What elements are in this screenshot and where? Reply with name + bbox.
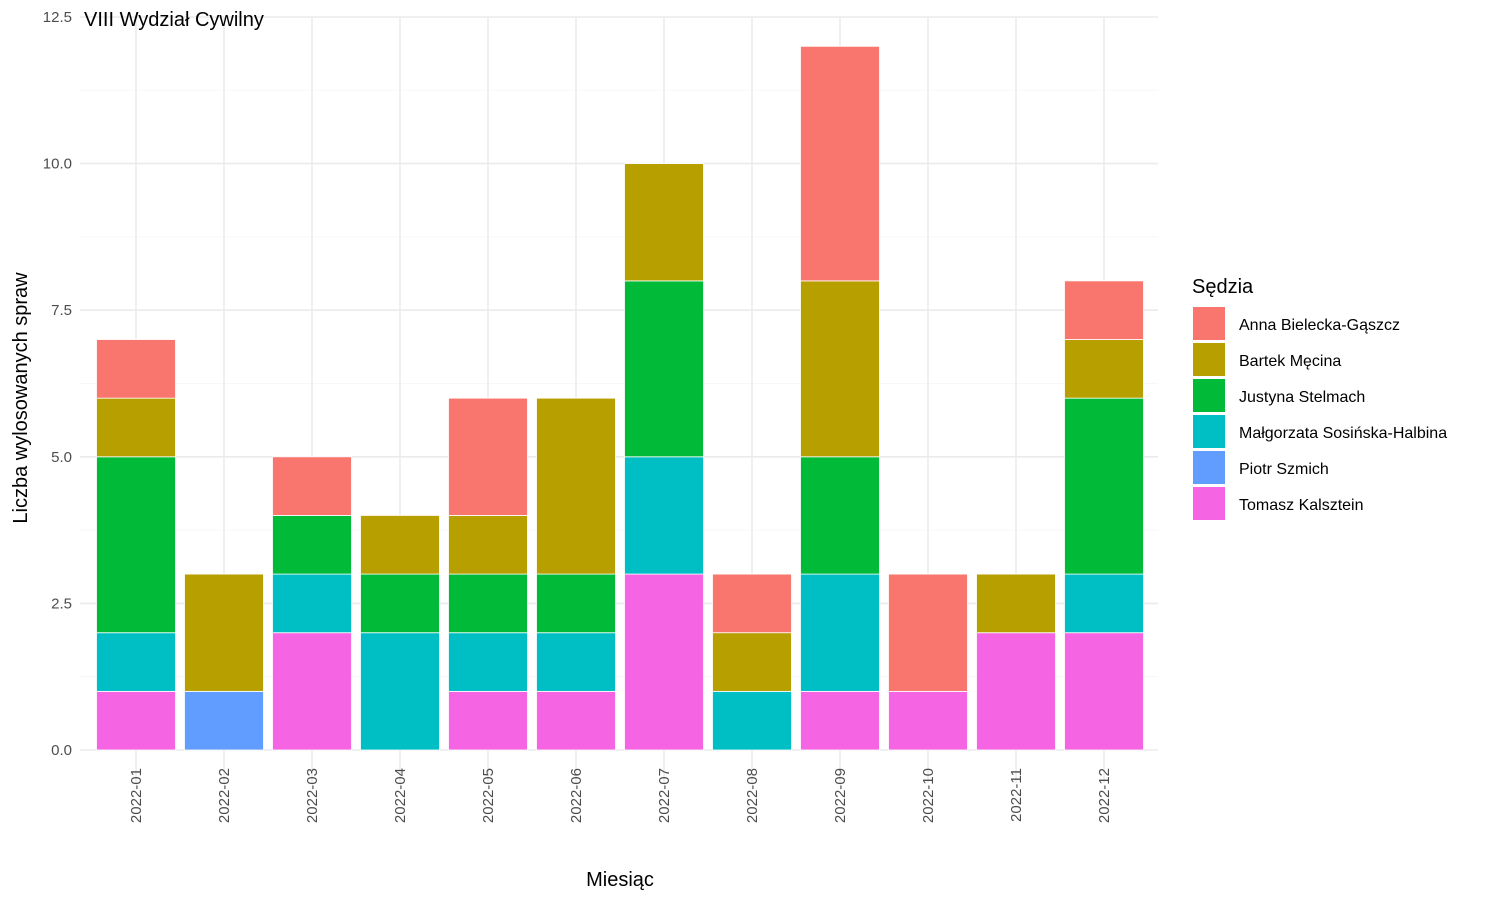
bar-segment [184,690,264,751]
plot-title: VIII Wydział Cywilny [84,9,264,31]
bar-segment [976,632,1056,751]
bar-segment [448,397,528,516]
bar-segment [272,632,352,751]
x-tick-label: 2022-06 [568,768,585,823]
bar-segment [712,690,792,751]
x-tick-label: 2022-10 [920,768,937,823]
bar-segment [800,280,880,458]
y-axis-ticks: 0.0 2.5 5.0 7.5 10.0 12.5 [43,9,72,759]
legend-label: Tomasz Kalsztein [1239,497,1364,514]
x-axis-title: Miesiąc [586,869,654,891]
bar-segment [536,397,616,575]
bar-segment [1064,573,1144,634]
x-axis-ticks: 2022-01 2022-02 2022-03 2022-04 2022-05 2022-… [128,768,1113,823]
y-tick-label: 7.5 [51,302,72,319]
legend-label: Bartek Męcina [1239,353,1341,370]
legend-label: Małgorzata Sosińska-Halbina [1239,425,1447,442]
bar-segment [800,456,880,575]
bar-segment [624,163,704,282]
bar-segment [536,573,616,634]
y-tick-label: 0.0 [51,742,72,759]
bar-segment [448,632,528,692]
bar-segment [96,339,176,399]
bar-segment [712,573,792,634]
legend-swatch [1193,487,1225,520]
bar-segment [536,632,616,692]
x-tick-label: 2022-11 [1008,768,1025,822]
x-tick-label: 2022-02 [216,768,233,823]
bar-segment [272,456,352,516]
bar-segment [96,397,176,458]
legend-swatch [1193,415,1225,448]
x-tick-label: 2022-12 [1096,768,1113,823]
bar-segment [624,573,704,751]
legend-swatch [1193,379,1225,412]
bar-segment [96,690,176,751]
bar-segment [96,632,176,692]
bar-segment [888,690,968,751]
y-tick-label: 10.0 [43,156,72,173]
legend-label: Anna Bielecka-Gąszcz [1239,317,1400,334]
x-tick-label: 2022-08 [744,768,761,823]
y-axis-title: Liczba wylosowanych spraw [10,272,32,524]
legend: Sędzia Anna Bielecka-Gąszcz Bartek Męcina… [1192,276,1447,520]
bar-segment [272,573,352,634]
bar-segment [800,573,880,692]
bar-segment [800,45,880,282]
x-tick-label: 2022-03 [304,768,321,823]
legend-swatch [1193,307,1225,340]
legend-label: Piotr Szmich [1239,461,1329,478]
y-tick-label: 2.5 [51,595,72,612]
bar-segment [624,456,704,575]
bar-segment [360,632,440,751]
bar-segment [448,573,528,634]
legend-swatch [1193,451,1225,484]
bar-segment [272,515,352,575]
bar-segment [360,515,440,575]
legend-label: Justyna Stelmach [1239,389,1365,406]
bars [96,45,1144,751]
bar-segment [976,573,1056,634]
bar-segment [888,573,968,692]
bar-segment [712,632,792,692]
bar-segment [1064,280,1144,340]
bar-segment [448,515,528,575]
x-tick-label: 2022-09 [832,768,849,823]
bar-segment [1064,339,1144,399]
x-tick-label: 2022-01 [128,768,145,823]
bar-segment [184,573,264,692]
y-tick-label: 5.0 [51,449,72,466]
bar-segment [536,690,616,751]
x-tick-label: 2022-04 [392,768,409,823]
bar-segment [1064,397,1144,575]
bar-segment [1064,632,1144,751]
bar-segment [624,280,704,458]
legend-title: Sędzia [1192,276,1254,298]
bar-segment [800,690,880,751]
x-tick-label: 2022-05 [480,768,497,823]
x-tick-label: 2022-07 [656,768,673,823]
bar-segment [96,456,176,634]
bar-segment [448,690,528,751]
legend-swatch [1193,343,1225,376]
y-tick-label: 12.5 [43,9,72,26]
bar-segment [360,573,440,634]
